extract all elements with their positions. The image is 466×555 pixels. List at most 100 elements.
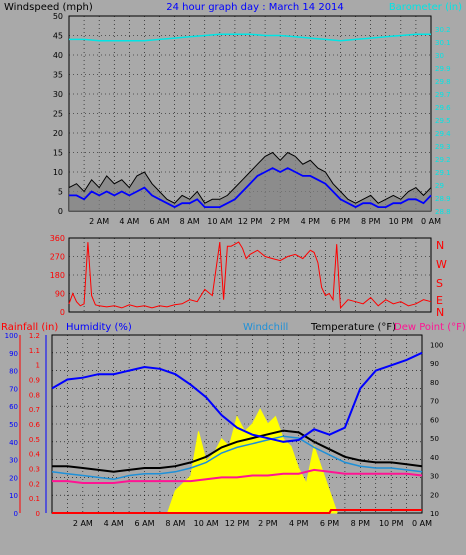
temperature-x-tick-label: 8 PM	[351, 519, 370, 528]
wind-x-tick-label: 12 PM	[238, 217, 263, 226]
windspeed-tick-label: 5	[58, 188, 63, 197]
wind-x-tick-label: 4 PM	[301, 217, 320, 226]
humidity-tick-label: 90	[9, 350, 18, 358]
humidity-tick-label: 30	[9, 457, 18, 465]
rainfall-tick-label: 1.2	[29, 332, 40, 340]
compass-label-n: N	[436, 239, 444, 252]
barometer-tick-label: 29.8	[435, 78, 451, 86]
humidity-line	[51, 351, 423, 443]
temperature-tick-label: 90	[430, 360, 439, 368]
temperature-x-tick-label: 0 AM	[412, 519, 432, 528]
windspeed-tick-label: 0	[58, 207, 63, 216]
humidity-tick-label: 60	[9, 403, 18, 411]
temperature-tick-label: 70	[430, 398, 439, 406]
humidity-tick-label: 0	[14, 510, 18, 518]
rainfall-tick-label: 0.4	[29, 451, 41, 459]
humidity-tick-label: 80	[9, 368, 18, 376]
wind-x-tick-label: 2 AM	[89, 217, 109, 226]
temperature-x-tick-label: 10 PM	[379, 519, 404, 528]
temperature-tick-label: 50	[430, 435, 439, 443]
dewpoint-line	[52, 468, 423, 484]
temperature-tick-label: 100	[430, 341, 443, 349]
wind-x-tick-label: 8 AM	[180, 217, 200, 226]
rainfall-axis-title: Rainfall (in)	[1, 322, 58, 333]
rainfall-tick-label: 0.7	[29, 406, 40, 414]
rainfall-tick-label: 0.9	[29, 377, 40, 385]
temperature-x-tick-label: 4 AM	[104, 519, 124, 528]
windspeed-tick-label: 50	[53, 12, 63, 21]
solar-area	[166, 408, 338, 514]
compass-label-w: W	[436, 258, 447, 271]
temperature-line	[52, 429, 423, 473]
temperature-tick-label: 10	[430, 510, 439, 518]
compass-label-s: S	[436, 277, 443, 290]
barometer-tick-label: 29.9	[435, 65, 451, 73]
windspeed-tick-label: 20	[53, 129, 63, 138]
barometer-tick-label: 29.2	[435, 156, 451, 164]
barometer-tick-label: 29.4	[435, 130, 451, 138]
humidity-tick-label: 40	[9, 439, 18, 447]
temperature-tick-label: 30	[430, 473, 439, 481]
wind-x-tick-label: 10 PM	[389, 217, 414, 226]
compass-label-n2: N	[436, 306, 444, 319]
rainfall-tick-label: 0	[36, 510, 40, 518]
rainfall-tick-label: 0.6	[29, 421, 41, 429]
rainfall-tick-label: 0.5	[29, 436, 40, 444]
windspeed-axis-title: Windspeed (mph)	[4, 2, 93, 13]
humidity-tick-label: 70	[9, 385, 18, 393]
temperature-x-tick-label: 4 PM	[289, 519, 308, 528]
windspeed-tick-label: 40	[53, 51, 63, 60]
barometer-tick-label: 30.1	[435, 39, 451, 47]
dewpoint-label: Dew Point (°F)	[394, 322, 466, 333]
barometer-tick-label: 28.8	[435, 208, 451, 216]
rainfall-tick-label: 1.1	[29, 347, 40, 355]
temperature-x-tick-label: 6 AM	[134, 519, 154, 528]
windspeed-tick-label: 35	[53, 71, 63, 80]
temperature-x-tick-label: 12 PM	[225, 519, 250, 528]
windspeed-tick-label: 10	[53, 168, 63, 177]
barometer-line	[69, 33, 431, 42]
wind-x-tick-label: 6 AM	[149, 217, 169, 226]
rainfall-line	[52, 509, 422, 514]
windspeed-tick-label: 25	[53, 110, 63, 119]
temperature-tick-label: 80	[430, 379, 439, 387]
compass-label-e: E	[436, 294, 443, 307]
wind-speed-line	[69, 167, 432, 209]
barometer-tick-label: 30.2	[435, 26, 451, 34]
barometer-tick-label: 29.1	[435, 169, 451, 177]
temperature-x-tick-label: 10 AM	[194, 519, 219, 528]
humidity-tick-label: 10	[9, 492, 18, 500]
wind-x-tick-label: 0 AM	[421, 217, 441, 226]
windspeed-tick-label: 15	[53, 149, 63, 158]
chart-layers: 0510152025303540455028.828.92929.129.229…	[5, 12, 452, 528]
chart-title: 24 hour graph day : March 14 2014	[166, 2, 344, 13]
humidity-tick-label: 20	[9, 474, 18, 482]
direction-tick-label: 180	[50, 271, 65, 280]
wind-x-tick-label: 6 PM	[331, 217, 350, 226]
barometer-tick-label: 29	[435, 182, 444, 190]
temperature-tick-label: 20	[430, 491, 439, 499]
rainfall-tick-label: 0.2	[29, 480, 40, 488]
wind-x-tick-label: 10 AM	[207, 217, 232, 226]
rainfall-tick-label: 0.1	[29, 495, 40, 503]
barometer-axis-title: Barometer (in)	[389, 2, 462, 13]
direction-tick-label: 90	[55, 290, 65, 299]
barometer-tick-label: 29.3	[435, 143, 451, 151]
temperature-x-tick-label: 2 PM	[258, 519, 277, 528]
temperature-tick-label: 60	[430, 416, 439, 424]
wind-gust-line	[68, 151, 432, 204]
rainfall-tick-label: 0.3	[29, 466, 40, 474]
windspeed-tick-label: 45	[53, 32, 63, 41]
windspeed-tick-label: 30	[53, 90, 63, 99]
barometer-tick-label: 30	[435, 52, 444, 60]
barometer-tick-label: 29.5	[435, 117, 451, 125]
windchill-line	[51, 435, 423, 481]
temperature-tick-label: 40	[430, 454, 439, 462]
temperature-x-tick-label: 8 AM	[165, 519, 185, 528]
barometer-tick-label: 29.6	[435, 104, 451, 112]
direction-tick-label: 0	[60, 308, 65, 317]
direction-tick-label: 270	[50, 253, 65, 262]
rainfall-tick-label: 1	[36, 362, 40, 370]
humidity-tick-label: 100	[5, 332, 18, 340]
